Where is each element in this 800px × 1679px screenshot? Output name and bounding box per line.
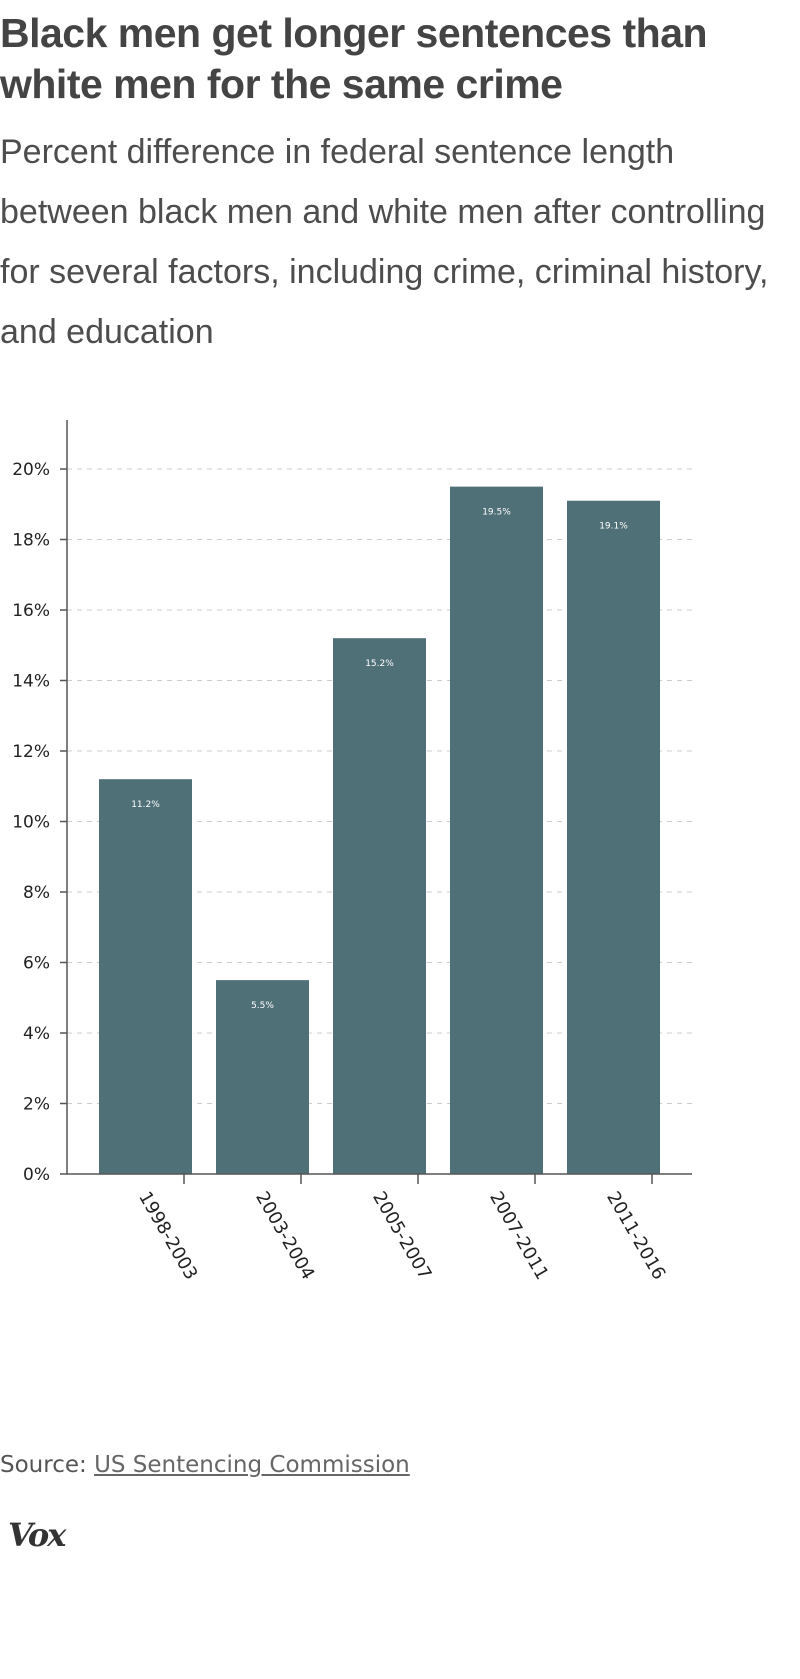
bar (450, 486, 543, 1174)
y-tick-label: 0% (23, 1165, 50, 1185)
y-tick-label: 12% (12, 742, 50, 762)
x-category-label: 1998-2003 (134, 1188, 201, 1283)
bar-chart: 0% 2% 4% 6% 8% 10% 12% 14% 16% 18% 20% 11.2% 1998-20… (12, 420, 692, 1283)
x-category-label: 2005-2007 (368, 1188, 435, 1283)
y-tick-label: 6% (23, 954, 50, 974)
chart-title: Black men get longer sentences than whit… (0, 10, 708, 107)
y-tick-label: 20% (12, 460, 50, 480)
bar-data-label: 11.2% (131, 800, 160, 810)
bar (333, 638, 426, 1174)
source-prefix: Source: (0, 1452, 87, 1478)
y-tick-label: 14% (12, 672, 50, 692)
bar (216, 980, 309, 1174)
bar-data-label: 5.5% (251, 1001, 274, 1011)
x-category-label: 2003-2004 (251, 1188, 318, 1283)
y-tick-label: 8% (23, 883, 50, 903)
bar (99, 779, 192, 1174)
y-tick-label: 2% (23, 1095, 50, 1115)
bar-data-label: 19.5% (482, 508, 511, 518)
vox-logo: Vox (8, 1516, 66, 1554)
y-tick-label: 18% (12, 531, 50, 551)
bar-data-label: 15.2% (365, 659, 394, 669)
y-tick-label: 10% (12, 813, 50, 833)
y-tick-label: 4% (23, 1024, 50, 1044)
source-link[interactable]: US Sentencing Commission (94, 1452, 410, 1478)
bar-data-label: 19.1% (599, 522, 628, 532)
chart-subtitle: Percent difference in federal sentence l… (0, 133, 769, 351)
x-category-label: 2011-2016 (602, 1188, 669, 1283)
source-line: Source: US Sentencing Commission (0, 1452, 410, 1478)
bar (567, 500, 660, 1175)
axes (60, 420, 692, 1184)
bars (99, 486, 660, 1175)
x-category-label: 2007-2011 (485, 1188, 552, 1283)
y-tick-label: 16% (12, 601, 50, 621)
